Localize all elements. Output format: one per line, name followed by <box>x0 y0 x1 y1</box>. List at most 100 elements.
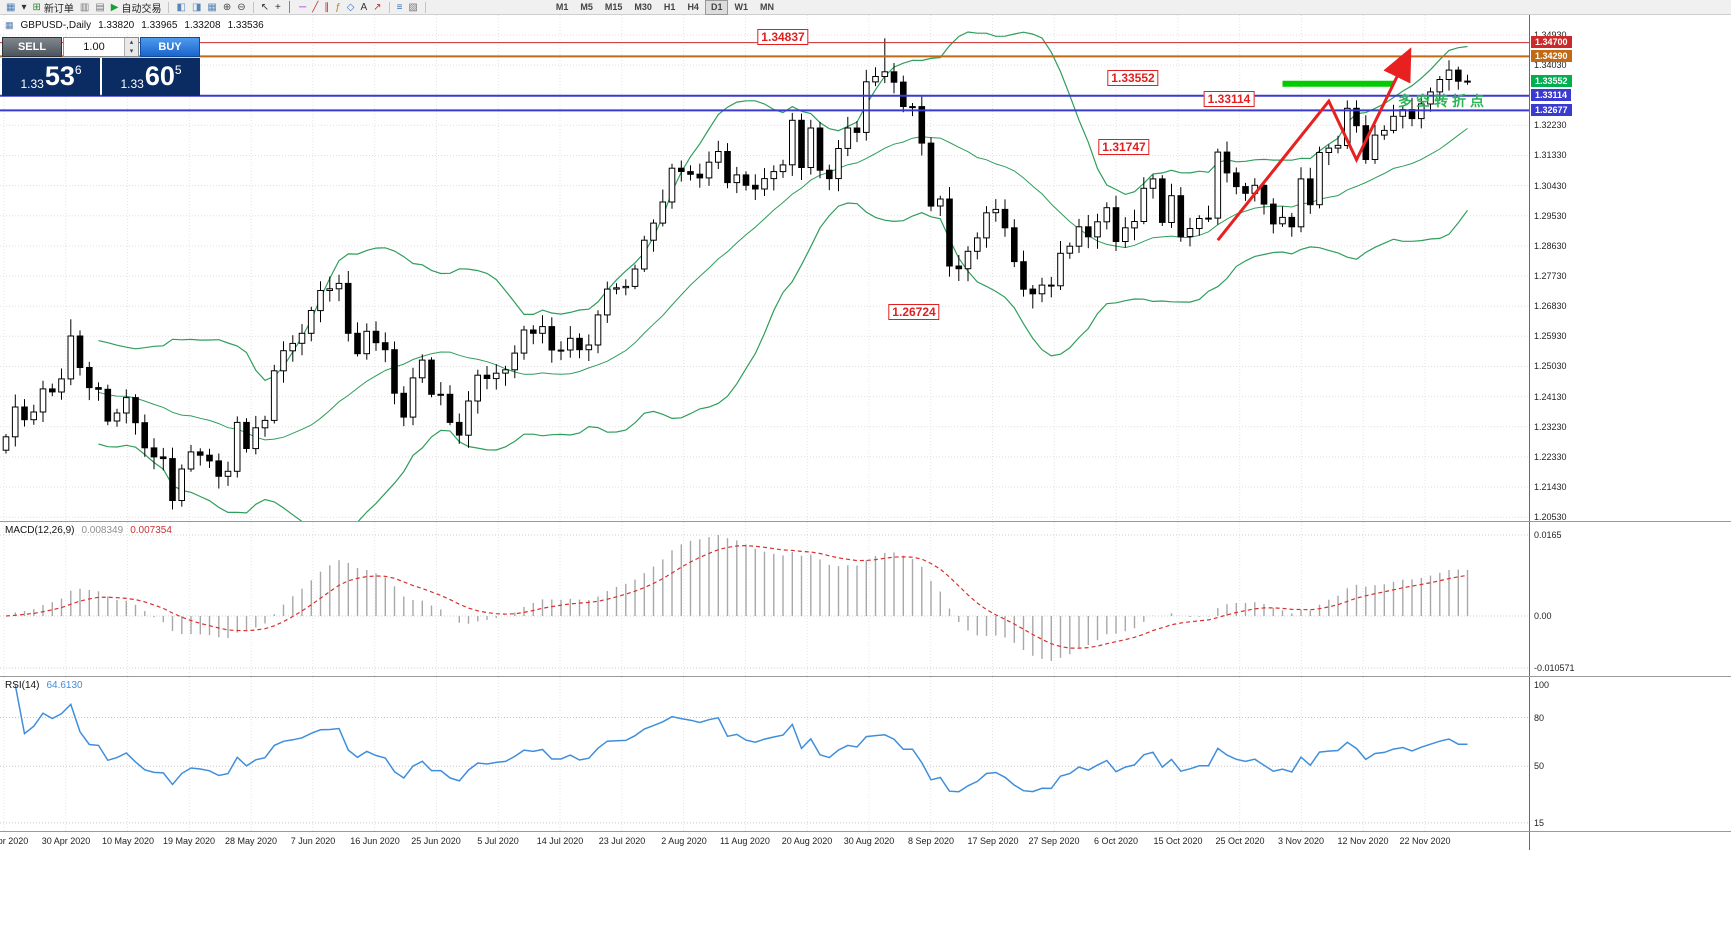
price-axis[interactable]: 1.349301.340301.331301.322301.313301.304… <box>1529 15 1731 850</box>
new-order-button[interactable]: ⊞ 新订单 <box>29 1 76 15</box>
timeframe-mn[interactable]: MN <box>759 2 774 12</box>
date-tick-label: 3 Nov 2020 <box>1277 836 1325 846</box>
text-icon-glyph: A <box>360 1 368 13</box>
date-tick-label: 25 Jun 2020 <box>411 836 461 846</box>
zoom-out-icon[interactable]: ⊖ <box>234 1 248 14</box>
profiles-icon[interactable]: ▤ <box>92 1 107 14</box>
price-tag: 1.34290 <box>1531 50 1572 62</box>
date-tick-label: 12 Nov 2020 <box>1337 836 1389 846</box>
arrange-windows-icon[interactable]: ▦ <box>204 1 219 14</box>
tile-windows-icon-glyph: ◨ <box>191 1 202 13</box>
price-tag: 1.33552 <box>1531 75 1572 87</box>
autotrading-button-label: 自动交易 <box>121 3 162 15</box>
close-value: 1.33536 <box>227 20 264 31</box>
volume-decrease-button[interactable]: ▾ <box>125 47 138 56</box>
price-annotation[interactable]: 1.33552 <box>1107 70 1159 86</box>
macd-label: MACD(12,26,9) <box>5 525 75 536</box>
low-value: 1.33208 <box>184 20 221 31</box>
chart-dropdown-icon[interactable]: ▾ <box>18 1 29 14</box>
timeframe-h1[interactable]: H1 <box>663 2 676 12</box>
indicators-icon[interactable]: ≡ <box>394 1 406 14</box>
panel-separator[interactable] <box>0 676 1731 677</box>
templates-icon[interactable]: ▧ <box>405 1 420 14</box>
date-tick-label: 10 May 2020 <box>101 836 155 846</box>
axis-label: 1.20530 <box>1534 512 1567 522</box>
fibonacci-icon-glyph: ƒ <box>335 1 341 13</box>
date-tick-label: 23 Jul 2020 <box>598 836 646 846</box>
new-order-button-glyph: ⊞ <box>32 1 41 13</box>
bid-pipette: 6 <box>74 63 82 77</box>
timeframe-m1[interactable]: M1 <box>555 2 569 12</box>
rsi-panel[interactable]: RSI(14) 64.6130 <box>0 677 1529 831</box>
axis-label: 1.27730 <box>1534 271 1567 281</box>
date-tick-label: 6 Oct 2020 <box>1093 836 1139 846</box>
ask-big-digits: 60 <box>144 61 175 91</box>
timeframe-w1[interactable]: W1 <box>734 2 748 12</box>
horizontal-line-icon[interactable]: ─ <box>296 1 309 14</box>
axis-label: 15 <box>1534 818 1545 828</box>
tile-windows-icon[interactable]: ◨ <box>189 1 204 14</box>
cascade-windows-icon[interactable]: ◧ <box>173 1 188 14</box>
axis-label: 1.21430 <box>1534 482 1567 492</box>
rsi-label: RSI(14) <box>5 680 40 691</box>
text-icon[interactable]: A <box>358 1 371 14</box>
chart-window-icon[interactable]: ▦ <box>3 1 18 14</box>
autotrading-button[interactable]: ▶ 自动交易 <box>108 1 165 15</box>
shapes-icon[interactable]: ◇ <box>344 1 358 14</box>
vertical-line-icon[interactable]: │ <box>284 1 296 14</box>
rsi-value: 64.6130 <box>46 680 83 691</box>
toolbar-separator <box>388 1 390 13</box>
trend-arrow[interactable] <box>1216 47 1412 242</box>
one-click-trading-widget: SELL 1.00 ▴ ▾ BUY 1.33 53 6 1.33 60 5 <box>2 37 200 96</box>
bid-price: 1.33 53 6 <box>2 58 100 96</box>
timeframe-m30[interactable]: M30 <box>634 2 652 12</box>
volume-increase-button[interactable]: ▴ <box>125 38 138 47</box>
horizontal-level-lines[interactable] <box>0 42 1529 112</box>
axis-label: 1.22330 <box>1534 452 1567 462</box>
toolbar-separator <box>168 1 170 13</box>
price-annotation[interactable]: 1.26724 <box>888 304 940 320</box>
arrow-tool-icon[interactable]: ↗ <box>370 1 384 14</box>
axis-label: 1.31330 <box>1534 150 1567 160</box>
ask-prefix: 1.33 <box>120 77 144 91</box>
turning-point-note[interactable]: 多空转折点 <box>1398 93 1488 109</box>
price-annotation[interactable]: 1.31747 <box>1098 139 1150 155</box>
crosshair-icon[interactable]: + <box>272 1 284 14</box>
open-value: 1.33820 <box>98 20 135 31</box>
date-tick-label: 28 May 2020 <box>224 836 278 846</box>
buy-button[interactable]: BUY <box>140 37 200 57</box>
trendline-icon[interactable]: ╱ <box>309 1 321 14</box>
timeframe-m15[interactable]: M15 <box>604 2 623 12</box>
sell-button[interactable]: SELL <box>2 37 62 57</box>
timeframe-d1[interactable]: D1 <box>704 0 729 15</box>
timeframe-m5[interactable]: M5 <box>580 2 593 12</box>
price-annotation[interactable]: 1.34837 <box>757 29 809 45</box>
panel-separator[interactable] <box>0 521 1731 522</box>
channel-icon[interactable]: ∥ <box>321 1 332 14</box>
price-tag: 1.33114 <box>1531 89 1572 101</box>
indicators-icon-glyph: ≡ <box>396 1 403 13</box>
cursor-icon[interactable]: ↖ <box>258 1 272 14</box>
vertical-line-icon-glyph: │ <box>286 1 294 13</box>
date-tick-label: 20 Aug 2020 <box>781 836 833 846</box>
horizontal-line-icon-glyph: ─ <box>299 1 307 13</box>
date-tick-label: 25 Oct 2020 <box>1215 836 1265 846</box>
timeframe-h4[interactable]: H4 <box>687 2 699 12</box>
volume-input[interactable]: 1.00 ▴ ▾ <box>63 37 139 57</box>
candlestick-chart[interactable] <box>0 15 1529 521</box>
macd-panel[interactable]: MACD(12,26,9) 0.008349 0.007354 <box>0 522 1529 676</box>
volume-value: 1.00 <box>83 41 105 53</box>
fibonacci-icon[interactable]: ƒ <box>332 1 344 14</box>
macd-header: MACD(12,26,9) 0.008349 0.007354 <box>5 525 172 536</box>
date-tick-label: 14 Jul 2020 <box>536 836 584 846</box>
zoom-in-icon[interactable]: ⊕ <box>220 1 234 14</box>
price-tag: 1.32677 <box>1531 104 1572 116</box>
chart-type-candles-icon[interactable]: ▥ <box>77 1 92 14</box>
time-axis[interactable]: 21 Apr 2020 30 Apr 2020 10 May 2020 19 May … <box>0 832 1529 850</box>
price-annotation[interactable]: 1.33114 <box>1203 91 1255 107</box>
date-tick-label: 21 Apr 2020 <box>0 836 29 846</box>
cascade-windows-icon-glyph: ◧ <box>176 1 186 13</box>
main-chart-panel[interactable]: ▦ GBPUSD-,Daily 1.33820 1.33965 1.33208 … <box>0 15 1529 521</box>
zoom-in-icon-glyph: ⊕ <box>222 1 232 13</box>
